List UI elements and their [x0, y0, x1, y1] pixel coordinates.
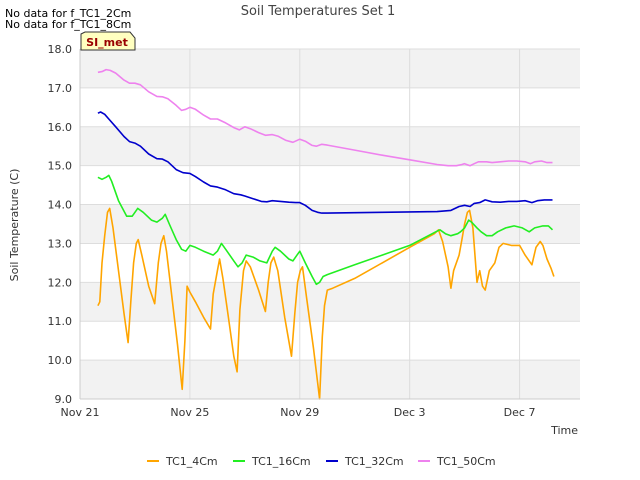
x-tick-label: Dec 7 [504, 406, 536, 419]
legend: TC1_4Cm TC1_16Cm TC1_32Cm TC1_50Cm [147, 455, 496, 468]
legend-label: TC1_16Cm [251, 455, 311, 468]
y-tick-label: 14.0 [48, 199, 73, 212]
no-data-note-2cm: No data for f_TC1_2Cm [5, 7, 132, 20]
x-tick-labels: Nov 21 Nov 25 Nov 29 Dec 3 Dec 7 [61, 406, 536, 419]
grid-band [80, 204, 580, 244]
series-line-tc1-4cm [97, 207, 555, 400]
y-tick-label: 15.0 [48, 160, 73, 173]
site-badge: SI_met [80, 31, 136, 51]
no-data-note-8cm: No data for f_TC1_8Cm [5, 18, 132, 31]
x-tick-label: Dec 3 [394, 406, 426, 419]
y-tick-label: 9.0 [55, 393, 73, 406]
series-line-tc1-50cm [97, 68, 553, 167]
x-tick-label: Nov 29 [280, 406, 319, 419]
chart-title: Soil Temperatures Set 1 [241, 4, 396, 19]
y-tick-labels: 9.0 10.0 11.0 12.0 13.0 14.0 15.0 16.0 17.0 18.0 [48, 43, 73, 406]
y-tick-label: 16.0 [48, 121, 73, 134]
grid-bands [80, 49, 580, 399]
legend-label: TC1_4Cm [165, 455, 218, 468]
y-tick-label: 12.0 [48, 276, 73, 289]
legend-label: TC1_50Cm [436, 455, 496, 468]
y-tick-label: 10.0 [48, 354, 73, 367]
grid-band [80, 49, 580, 88]
y-tick-label: 13.0 [48, 237, 73, 250]
y-tick-label: 11.0 [48, 315, 73, 328]
y-tick-label: 18.0 [48, 43, 73, 56]
y-axis-label: Soil Temperature (C) [8, 169, 21, 282]
series-line-tc1-32cm [97, 111, 553, 214]
x-tick-label: Nov 21 [61, 406, 100, 419]
grid-band [80, 360, 580, 399]
series-line-tc1-16cm [97, 174, 554, 286]
x-axis-label: Time [550, 424, 578, 437]
series-lines [97, 68, 555, 400]
site-badge-label: SI_met [86, 36, 128, 49]
y-tick-label: 17.0 [48, 82, 73, 95]
legend-label: TC1_32Cm [344, 455, 404, 468]
x-tick-label: Nov 25 [170, 406, 209, 419]
